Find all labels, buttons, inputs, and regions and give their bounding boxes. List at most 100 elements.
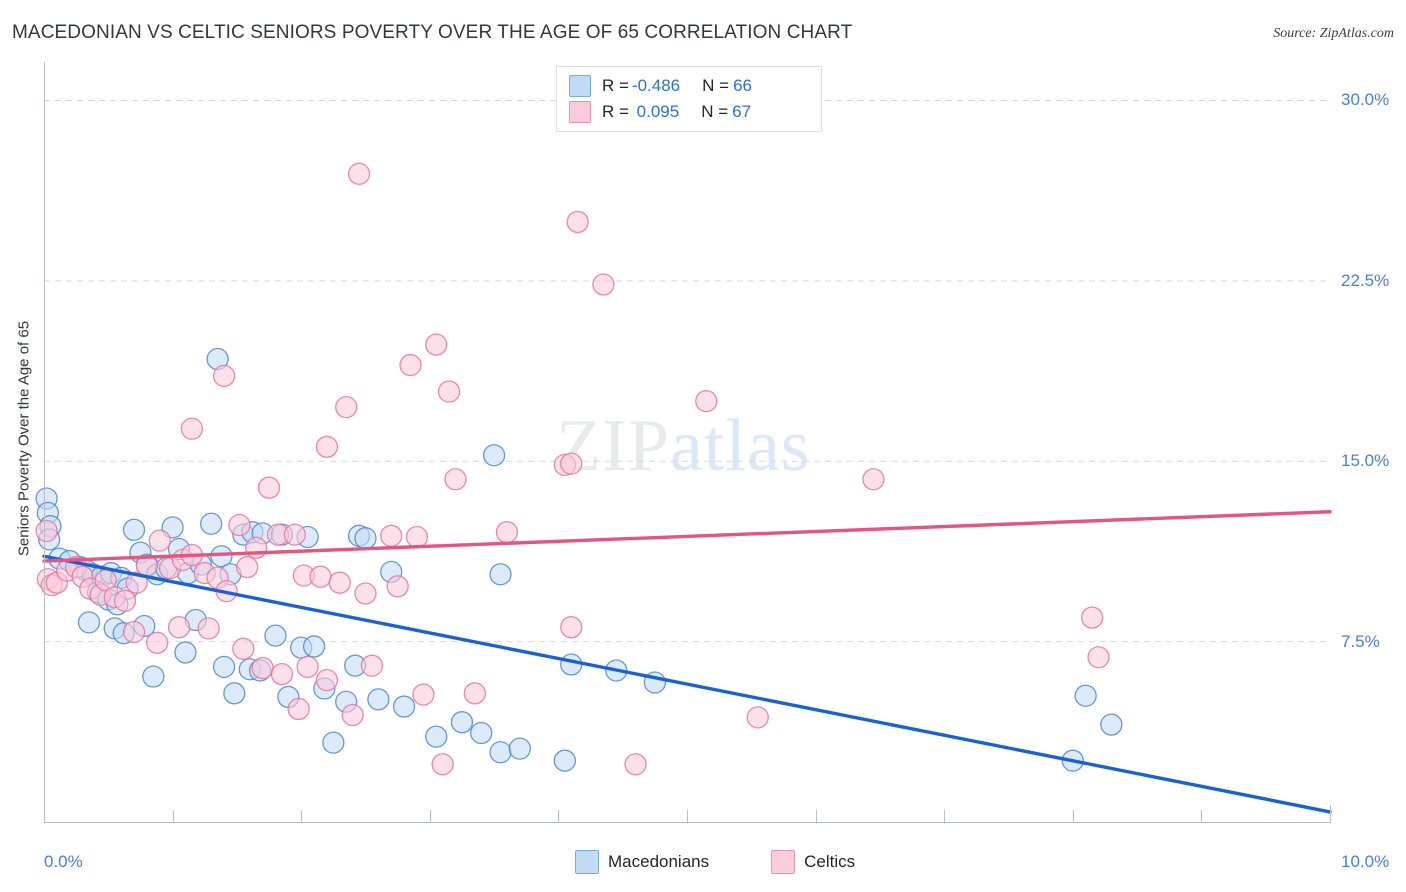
data-point: [386, 575, 409, 598]
legend-n-label-celtics: N =: [701, 102, 729, 121]
data-point: [122, 620, 146, 644]
data-point: [232, 637, 255, 660]
data-point: [560, 616, 583, 639]
data-point: [367, 688, 390, 711]
data-point: [264, 624, 287, 647]
x-axis-label-min: 0.0%: [44, 852, 83, 871]
page-title: MACEDONIAN VS CELTIC SENIORS POVERTY OVE…: [12, 22, 853, 43]
series-label-macedonians: Macedonians: [608, 852, 710, 871]
data-point: [412, 683, 435, 706]
x-axis-tick: [1330, 805, 1331, 823]
y-axis-tick-label: 7.5%: [1341, 631, 1380, 651]
data-point: [148, 529, 171, 552]
data-point: [399, 353, 422, 377]
y-axis-tick-label: 22.5%: [1341, 270, 1390, 290]
y-axis-line: [44, 62, 45, 822]
data-point: [125, 571, 148, 594]
trendlines: [42, 510, 1332, 814]
data-point: [746, 706, 769, 729]
data-point: [146, 631, 169, 654]
series-celtics: [35, 162, 1110, 776]
data-point: [335, 395, 358, 419]
data-point: [122, 518, 146, 541]
data-point: [1087, 646, 1110, 669]
plot-area: [35, 62, 1332, 822]
data-point: [1074, 684, 1097, 707]
x-axis-tick: [44, 805, 45, 823]
data-point: [1100, 713, 1123, 736]
data-point: [695, 389, 718, 413]
data-point: [113, 589, 137, 612]
legend-r-label-macedonians: R =: [602, 76, 629, 95]
data-point: [463, 682, 486, 705]
source-attribution: Source: ZipAtlas.com: [1273, 26, 1394, 41]
x-axis-tick: [429, 810, 431, 823]
data-point: [1080, 606, 1104, 629]
data-point: [553, 749, 576, 772]
data-point: [174, 641, 197, 664]
x-axis-tick: [687, 810, 688, 823]
series-legend-item-celtics[interactable]: Celtics: [771, 850, 855, 874]
data-point: [77, 611, 101, 634]
data-point: [236, 555, 259, 579]
data-point: [315, 668, 339, 692]
x-axis-label-max: 10.0%: [1341, 852, 1390, 871]
series-swatch-celtics: [771, 850, 796, 874]
series-label-celtics: Celtics: [804, 852, 856, 871]
x-axis-tick: [944, 810, 946, 823]
trendline-macedonians: [42, 554, 1332, 814]
data-point: [560, 452, 583, 475]
data-point: [315, 435, 339, 458]
data-point: [566, 210, 589, 234]
data-point: [287, 697, 310, 721]
legend-r-label-celtics: R =: [602, 102, 629, 121]
data-point: [212, 364, 236, 388]
x-axis-tick: [1201, 810, 1203, 823]
data-point: [322, 731, 345, 754]
data-point: [212, 655, 236, 679]
data-point: [425, 333, 448, 356]
data-point: [180, 417, 204, 440]
data-point: [392, 695, 416, 718]
x-axis-tick: [301, 810, 303, 823]
legend-row-macedonians: R = -0.486 N = 66: [569, 73, 809, 99]
data-point: [592, 273, 615, 296]
data-point: [283, 523, 306, 546]
data-point: [470, 721, 493, 745]
data-point: [347, 162, 371, 185]
data-point: [257, 476, 281, 499]
data-point: [197, 617, 220, 640]
data-point: [437, 380, 461, 403]
data-point: [431, 753, 454, 776]
x-axis-tick: [1072, 810, 1074, 823]
data-point: [223, 682, 246, 705]
data-point: [862, 468, 885, 491]
legend-r-value-celtics: 0.095: [631, 102, 680, 121]
data-point: [167, 616, 191, 639]
data-point: [142, 665, 165, 688]
legend-n-value-macedonians: 66: [733, 76, 752, 95]
data-point: [482, 444, 506, 467]
y-axis-tick-label: 30.0%: [1341, 90, 1390, 110]
data-point: [624, 753, 647, 776]
data-point: [302, 635, 326, 658]
legend-r-value-macedonians: -0.486: [631, 76, 681, 95]
legend-swatch-macedonians: [569, 75, 591, 97]
correlation-legend: R = -0.486 N = 66 R = 0.095 N = 67: [556, 66, 822, 132]
data-point: [270, 662, 294, 686]
legend-row-celtics: R = 0.095 N = 67: [569, 99, 809, 125]
data-point: [450, 711, 474, 734]
legend-swatch-celtics: [569, 101, 591, 123]
series-legend: Macedonians Celtics: [575, 850, 855, 874]
data-point: [35, 519, 58, 543]
data-point: [328, 571, 351, 594]
data-point: [200, 512, 223, 535]
series-legend-item-macedonians[interactable]: Macedonians: [575, 850, 709, 874]
x-axis-tick: [815, 810, 817, 823]
x-axis-tick: [558, 810, 560, 823]
legend-n-value-celtics: 67: [732, 102, 752, 121]
legend-n-label-macedonians: N =: [702, 76, 730, 95]
data-point: [508, 737, 531, 760]
data-point: [228, 513, 251, 537]
